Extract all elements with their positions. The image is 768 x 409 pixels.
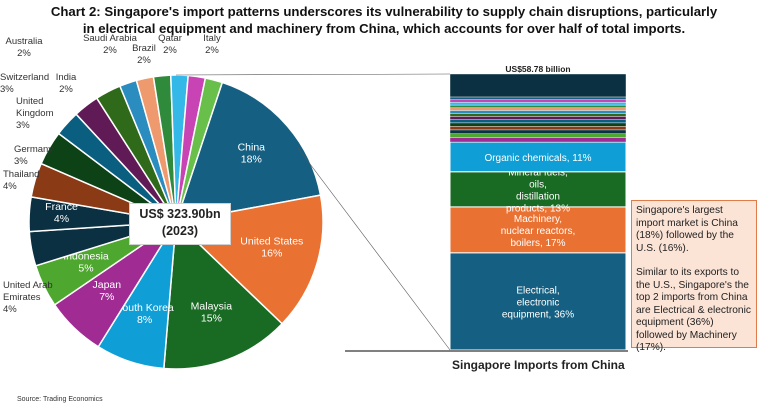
bar-chart-title: Singapore Imports from China [452, 358, 625, 372]
pie-center-year: (2023) [161, 224, 199, 238]
bar-segment-18 [449, 96, 627, 100]
callout-paragraph-1: Singapore's largest import market is Chi… [636, 205, 738, 254]
bar-segment-11 [449, 116, 627, 120]
pie-label-united-states: United States 16% [240, 236, 303, 260]
pie-label-south-korea: South Korea 8% [115, 302, 174, 326]
connector-line-bottom [297, 147, 451, 351]
callout-note: Singapore's largest import market is Chi… [631, 200, 757, 353]
chart-title-line-2: in electrical equipment and machinery fr… [82, 21, 686, 36]
bar-segment-1 [449, 252, 627, 351]
pie-label-switzerland: Switzerland 3% [0, 72, 49, 95]
pie-label-united-kingdom: United Kingdom 3% [16, 96, 54, 131]
bar-segment-15 [449, 104, 627, 108]
bar-segment-17 [449, 99, 627, 103]
bar-segment-8 [449, 126, 627, 131]
bar-segment-label-1: Electrical, electronic equipment, 36% [502, 285, 574, 320]
callout-paragraph-2: Similar to its exports to the U.S., Sing… [636, 267, 751, 353]
chart-title-line-1: Chart 2: Singapore's import patterns und… [50, 4, 718, 19]
bar-segment-7 [449, 129, 627, 134]
pie-slice-italy [175, 77, 224, 223]
bar-segment-10 [449, 119, 627, 124]
bar-segment-6 [449, 133, 627, 138]
pie-label-india: India 2% [56, 72, 77, 95]
pie-label-australia: Australia 2% [6, 36, 44, 59]
bar-segment-label-4: Organic chemicals, 11% [484, 153, 591, 164]
bar-segment-2 [449, 206, 627, 254]
pie-label-brazil: Brazil 2% [132, 43, 156, 66]
pie-label-japan: Japan 7% [92, 279, 121, 303]
pie-slice-malaysia [163, 220, 284, 370]
pie-label-italy: Italy 2% [203, 33, 221, 56]
pie-label-china: China 18% [238, 141, 266, 165]
connector-line-top [175, 73, 451, 76]
bar-segment-16 [449, 102, 627, 106]
bar-segment-19 [449, 73, 627, 98]
bar-segment-3 [449, 171, 627, 208]
bar-segment-4 [449, 141, 627, 173]
bar-segment-label-2: Machinery, nuclear reactors, boilers, 17% [501, 214, 575, 249]
pie-slice-china [174, 81, 322, 223]
pie-center-label: US$ 323.90bn (2023) [129, 203, 231, 245]
bar-segment-12 [449, 113, 627, 117]
pie-label-germany: Germany 3% [14, 144, 53, 167]
bar-segment-9 [449, 122, 627, 127]
pie-label-malaysia: Malaysia 15% [191, 301, 233, 325]
bar-segment-5 [449, 137, 627, 143]
pie-label-saudi-arabia: Saudi Arabia 2% [83, 33, 138, 56]
bar-segment-14 [449, 107, 627, 111]
pie-label-united-arab-emirates: United Arab Emirates 4% [3, 280, 53, 315]
bar-segment-13 [449, 110, 627, 114]
pie-label-thailand: Thailand 4% [3, 169, 39, 192]
source-note: Source: Trading Economics [17, 396, 103, 403]
chart-title: Chart 2: Singapore's import patterns und… [0, 3, 768, 37]
bar-total-label: US$58.78 billion [505, 64, 571, 74]
bar-segment-label-3: Mineral fuels, oils, distillation products,… [506, 167, 570, 214]
pie-label-qatar: Qatar 2% [158, 33, 182, 56]
pie-center-total: US$ 323.90bn [139, 207, 221, 221]
